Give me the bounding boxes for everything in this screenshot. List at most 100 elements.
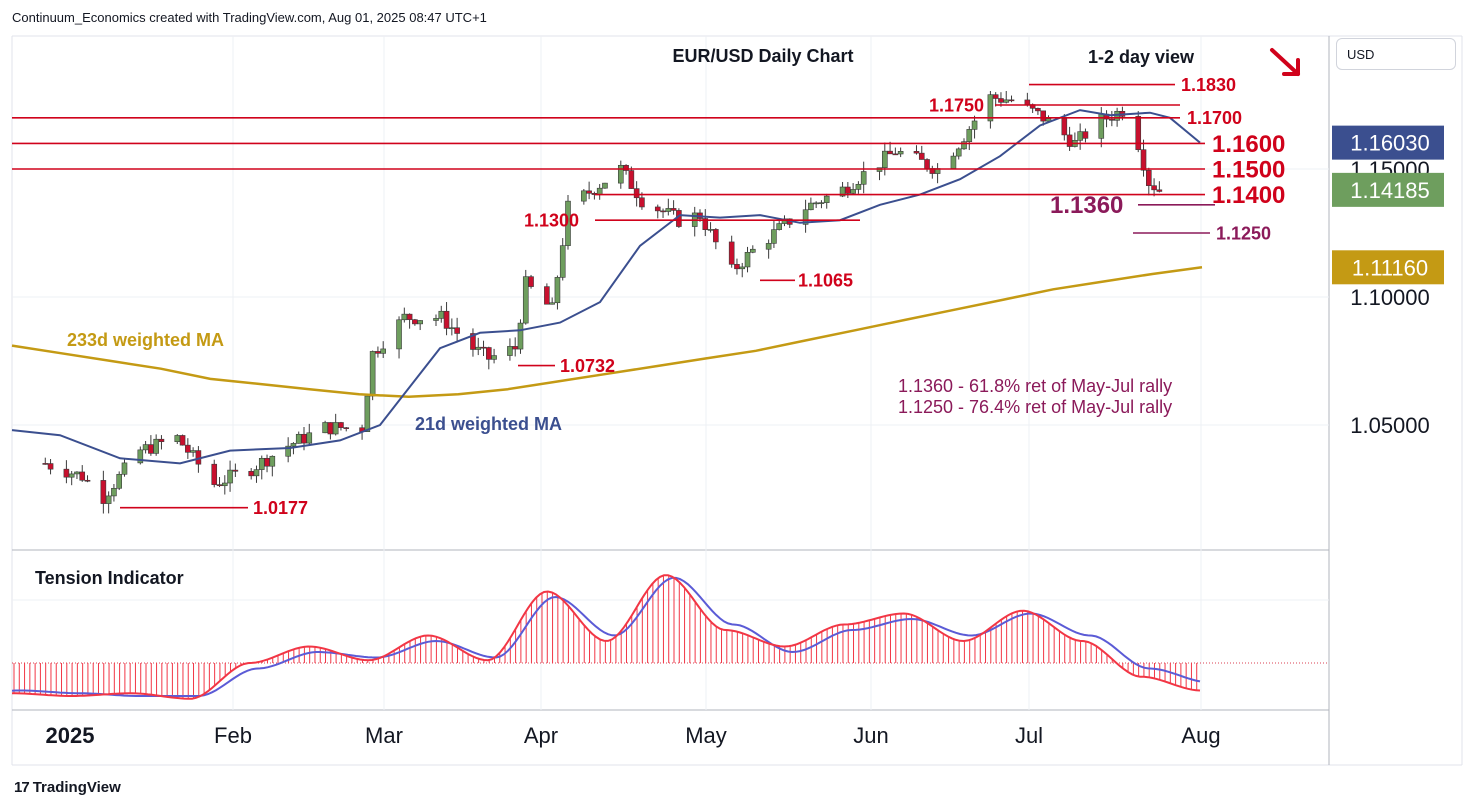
price-badge-label: 1.16030 <box>1350 131 1430 156</box>
x-tick-label: 2025 <box>46 723 95 748</box>
level-label-1.1300: 1.1300 <box>524 211 579 231</box>
retracement-note: 1.1360 - 61.8% ret of May-Jul rally <box>898 376 1172 396</box>
candle-body <box>702 218 709 230</box>
candle-body <box>412 319 418 325</box>
candle-body <box>1146 169 1152 186</box>
price-badge <box>1332 125 1444 160</box>
candle-body <box>322 422 328 434</box>
candle-body <box>855 183 862 190</box>
currency-selector-button[interactable]: USD <box>1336 38 1456 70</box>
candle-body <box>670 208 677 211</box>
candle-body <box>961 141 967 150</box>
candle-body <box>596 187 603 195</box>
candle-body <box>771 229 777 244</box>
tension-main-line <box>12 574 1201 700</box>
level-label-1.0732: 1.0732 <box>560 356 615 376</box>
candle-body <box>79 471 86 481</box>
candle-body <box>639 197 645 208</box>
candle-body <box>258 457 265 470</box>
candle-body <box>1035 108 1041 112</box>
candle-body <box>845 186 851 194</box>
candle-body <box>987 94 994 122</box>
candle-body <box>343 427 350 429</box>
chart-subtitle: 1-2 day view <box>1088 47 1195 67</box>
candle-body <box>454 327 460 334</box>
candle-body <box>739 266 746 270</box>
candle-body <box>924 159 930 169</box>
candle-body <box>1040 110 1046 122</box>
candle-body <box>1024 99 1031 105</box>
candle-body <box>565 200 571 246</box>
tension-signal-line <box>11 576 1201 697</box>
watermark-text: TradingView <box>32 779 121 796</box>
candle-body <box>586 190 592 194</box>
candle-body <box>765 243 772 250</box>
candle-body <box>306 432 313 444</box>
candle-body <box>813 202 819 205</box>
candle-body <box>338 422 344 428</box>
candle-body <box>248 471 254 477</box>
candle-body <box>950 155 957 169</box>
candle-body <box>369 351 376 397</box>
candle-body <box>728 241 735 265</box>
candle-body <box>401 313 408 321</box>
candle-body <box>918 152 925 160</box>
x-tick-label: Jun <box>853 723 888 748</box>
candle-body <box>776 223 783 230</box>
x-tick-label: Feb <box>214 723 252 748</box>
candle-body <box>42 463 49 465</box>
candle-body <box>1151 185 1157 191</box>
candle-body <box>1135 116 1142 150</box>
candle-body <box>1156 189 1163 192</box>
x-tick-label: Jul <box>1015 723 1043 748</box>
candle-body <box>264 457 270 467</box>
level-label-1.1400: 1.1400 <box>1212 182 1285 209</box>
x-tick-label: Aug <box>1181 723 1220 748</box>
ma233-line <box>11 266 1203 399</box>
candle-body <box>744 252 751 268</box>
candle-body <box>887 150 893 155</box>
x-tick-label: May <box>685 723 727 748</box>
candle-body <box>232 469 239 472</box>
candle-body <box>285 445 291 457</box>
candle-body <box>802 209 809 225</box>
candle-body <box>295 433 302 444</box>
level-label-1.1700: 1.1700 <box>1187 108 1242 128</box>
candle-body <box>222 482 228 487</box>
candle-body <box>142 444 149 451</box>
candle-body <box>913 151 920 154</box>
ma233-label: 233d weighted MA <box>67 330 224 350</box>
candle-body <box>971 120 978 130</box>
candle-body <box>417 320 423 325</box>
candle-body <box>654 206 661 212</box>
candle-body <box>660 210 666 213</box>
candle-body <box>707 229 714 231</box>
candle-body <box>1082 131 1089 139</box>
candle-body <box>633 188 640 199</box>
candle-body <box>517 322 524 350</box>
candle-body <box>617 164 624 184</box>
candle-body <box>559 245 566 278</box>
candle-body <box>512 346 519 350</box>
candle-body <box>137 449 144 464</box>
candle-body <box>148 444 154 454</box>
candle-body <box>63 468 70 478</box>
candle-body <box>491 355 497 360</box>
candle-body <box>105 495 112 504</box>
candle-body <box>522 276 529 324</box>
candle-body <box>111 487 117 497</box>
price-badge <box>1332 172 1444 207</box>
level-label-1.1750: 1.1750 <box>929 95 984 115</box>
candle-body <box>485 347 492 360</box>
candle-body <box>216 484 223 487</box>
retrace-label-1.1360: 1.1360 <box>1050 192 1123 219</box>
candle-body <box>74 471 80 475</box>
candle-body <box>1003 99 1010 103</box>
chart-credit: Continuum_Economics created with Trading… <box>12 10 487 25</box>
candle-body <box>850 189 856 194</box>
candle-body <box>185 444 191 453</box>
candle-body <box>116 473 122 489</box>
level-label-1.1830: 1.1830 <box>1181 75 1236 95</box>
candle-body <box>375 351 381 354</box>
